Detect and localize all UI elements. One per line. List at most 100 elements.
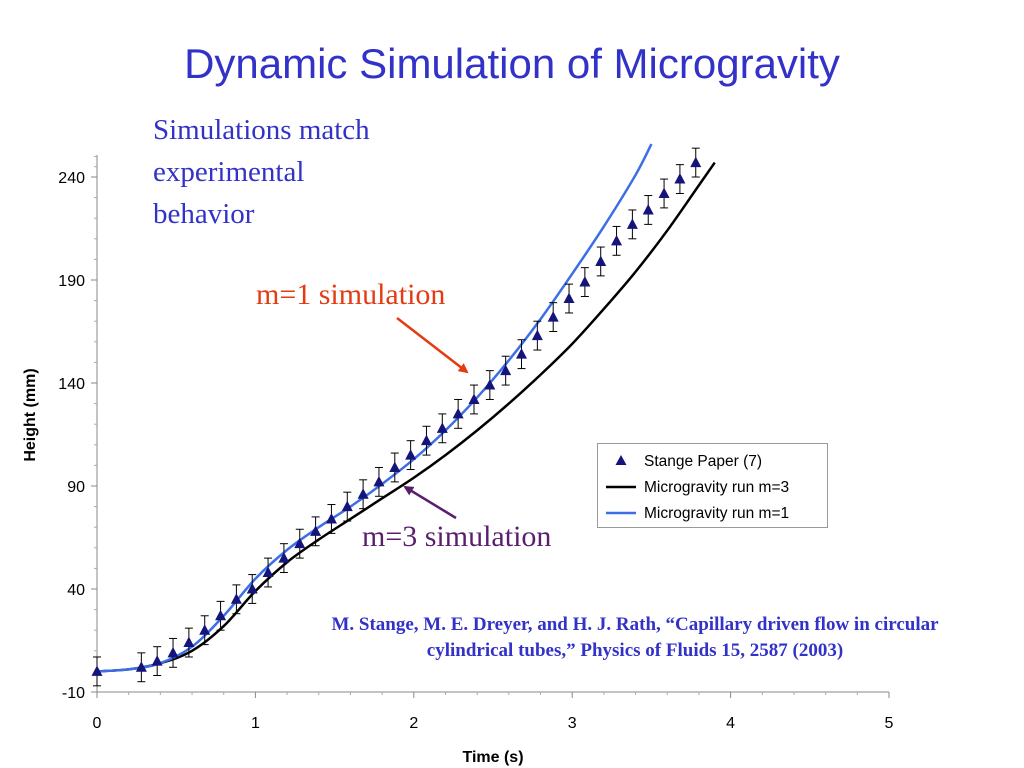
slide-title: Dynamic Simulation of Microgravity	[184, 40, 840, 87]
data-point	[690, 147, 702, 178]
data-point	[500, 355, 512, 386]
note-line: Simulations match	[153, 114, 370, 146]
chart-plot-area	[91, 143, 716, 687]
y-tick-label: 90	[67, 479, 85, 496]
triangle-marker	[531, 329, 543, 341]
y-tick-label: 140	[58, 376, 85, 393]
triangle-marker	[420, 434, 432, 446]
triangle-marker	[516, 348, 528, 359]
data-point	[563, 283, 575, 314]
triangle-marker	[199, 624, 211, 635]
triangle-marker	[658, 187, 670, 198]
triangle-marker	[579, 276, 591, 287]
triangle-marker	[262, 566, 274, 578]
black-line-icon	[606, 485, 636, 489]
citation-line: M. Stange, M. E. Dreyer, and H. J. Rath,…	[331, 614, 939, 635]
legend-item-m1: Microgravity run m=1	[598, 502, 827, 524]
m3-annotation-arrow	[403, 485, 457, 520]
data-point	[626, 209, 638, 240]
data-point	[262, 557, 274, 588]
citation-text: M. Stange, M. E. Dreyer, and H. J. Rath,…	[262, 612, 1008, 664]
triangle-marker	[325, 512, 337, 524]
triangle-marker	[626, 218, 638, 229]
x-tick-label: 4	[726, 715, 735, 732]
data-point	[135, 652, 147, 683]
x-tick-label: 0	[93, 715, 102, 732]
data-point	[420, 425, 432, 456]
data-point	[310, 516, 322, 547]
note-line: behavior	[153, 198, 255, 230]
data-point	[595, 246, 607, 277]
triangle-marker	[690, 156, 702, 168]
triangle-marker	[405, 449, 417, 460]
data-point	[278, 543, 290, 574]
data-point	[183, 627, 195, 658]
legend-label: Microgravity run m=3	[644, 479, 790, 496]
triangle-marker	[563, 292, 575, 304]
triangle-marker	[436, 422, 448, 433]
triangle-marker	[484, 379, 496, 390]
triangle-marker	[674, 173, 686, 184]
data-point	[373, 466, 385, 497]
data-point	[341, 491, 353, 522]
y-tick-label: 40	[67, 582, 85, 599]
series-line-1	[97, 161, 716, 673]
chart-legend: Stange Paper (7) Microgravity run m=3 Mi…	[597, 443, 828, 528]
x-tick-label: 1	[251, 715, 260, 732]
triangle-marker	[468, 393, 480, 404]
triangle-marker	[500, 364, 512, 376]
legend-label: Microgravity run m=1	[644, 505, 790, 522]
data-point	[405, 440, 417, 471]
y-tick-label: -10	[62, 685, 85, 702]
m1-annotation-arrow	[396, 317, 469, 374]
note-line: experimental	[153, 156, 305, 188]
legend-item-m3: Microgravity run m=3	[598, 476, 827, 498]
data-point	[468, 384, 480, 415]
x-tick-label: 2	[409, 715, 418, 732]
data-point	[436, 413, 448, 444]
data-point	[452, 398, 464, 429]
blue-line-icon	[606, 511, 636, 515]
triangle-marker	[373, 475, 385, 487]
y-tick-label: 190	[58, 273, 85, 290]
note-text: Simulations match experimental behavior	[153, 109, 370, 235]
triangle-marker	[452, 407, 464, 419]
triangle-marker	[611, 234, 623, 246]
m1-simulation-annotation: m=1 simulation	[256, 278, 446, 311]
triangle-marker	[135, 661, 147, 672]
data-point	[611, 225, 623, 256]
triangle-marker	[341, 500, 353, 512]
triangle-marker	[294, 537, 306, 549]
x-tick-label: 5	[885, 715, 894, 732]
series-line-2	[97, 143, 653, 673]
data-point	[357, 479, 369, 510]
data-point	[516, 339, 528, 370]
x-tick-label: 3	[568, 715, 577, 732]
triangle-marker	[215, 609, 227, 621]
triangle-marker	[278, 552, 290, 563]
data-point	[674, 164, 686, 194]
triangle-marker	[167, 646, 179, 658]
data-point	[547, 302, 559, 332]
data-point	[215, 600, 227, 631]
triangle-marker	[310, 525, 322, 536]
data-point	[294, 528, 306, 559]
data-point	[91, 656, 103, 687]
triangle-marker	[151, 655, 163, 666]
data-point	[199, 615, 211, 646]
triangle-marker	[230, 593, 242, 604]
data-point	[167, 637, 179, 668]
data-point	[230, 584, 242, 615]
triangle-marker	[91, 665, 103, 676]
triangle-marker	[389, 461, 401, 472]
y-axis-label: Height (mm)	[22, 368, 39, 461]
data-point	[325, 504, 337, 534]
citation-line: cylindrical tubes,” Physics of Fluids 15…	[426, 640, 844, 661]
data-point	[579, 267, 591, 297]
legend-label: Stange Paper (7)	[644, 453, 763, 470]
chart-axes: -10 40 90 140 190 240 0 1 2 3 4 5	[58, 155, 894, 732]
data-point	[151, 646, 163, 677]
triangle-marker	[246, 583, 258, 594]
data-point	[389, 452, 401, 483]
